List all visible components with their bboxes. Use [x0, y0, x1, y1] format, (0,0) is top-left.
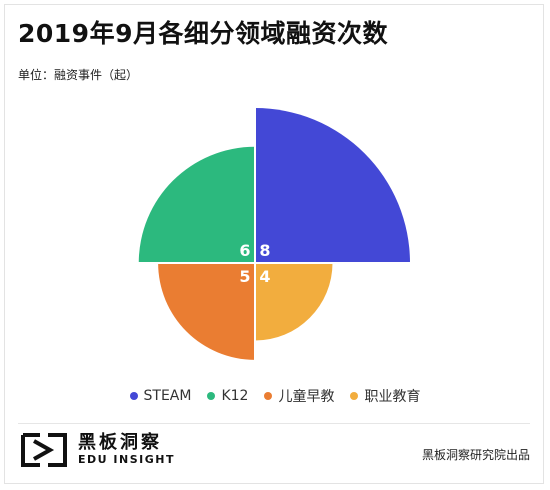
slice-steam	[255, 108, 410, 263]
legend-item-early-education: 儿童早教	[264, 386, 334, 406]
footer-divider	[18, 423, 530, 424]
slice-vocational	[255, 263, 333, 341]
chart-title: 2019年9月各细分领域融资次数	[18, 19, 388, 48]
value-label: 4	[259, 267, 270, 286]
legend-dot-icon	[207, 392, 216, 400]
legend-label: 职业教育	[364, 389, 421, 405]
brand-mark-icon	[21, 433, 67, 467]
source-note: 黑板洞察研究院出品	[421, 448, 530, 462]
legend-item-vocational: 职业教育	[350, 386, 420, 406]
legend-dot-icon	[129, 392, 138, 400]
brand-name-en: EDU INSIGHT	[78, 453, 175, 466]
legend-dot-icon	[264, 392, 273, 400]
legend-item-steam: STEAM	[129, 386, 192, 406]
value-label: 6	[239, 241, 250, 260]
legend-label: K12	[221, 388, 249, 404]
slice-early-education	[158, 263, 255, 360]
brand-name-cn: 黑板洞察	[78, 432, 162, 453]
legend-label: STEAM	[143, 388, 192, 404]
legend-dot-icon	[350, 392, 359, 400]
slice-k12	[138, 146, 255, 263]
legend-label: 儿童早教	[278, 389, 335, 405]
legend-item-k12: K12	[207, 386, 248, 406]
unit-label: 单位：融资事件（起）	[18, 68, 139, 82]
brand-logo: 黑板洞察 EDU INSIGHT	[20, 432, 175, 468]
value-label: 5	[239, 267, 250, 286]
legend: STEAM K12 儿童早教 职业教育	[0, 386, 550, 406]
value-label: 8	[259, 241, 270, 260]
